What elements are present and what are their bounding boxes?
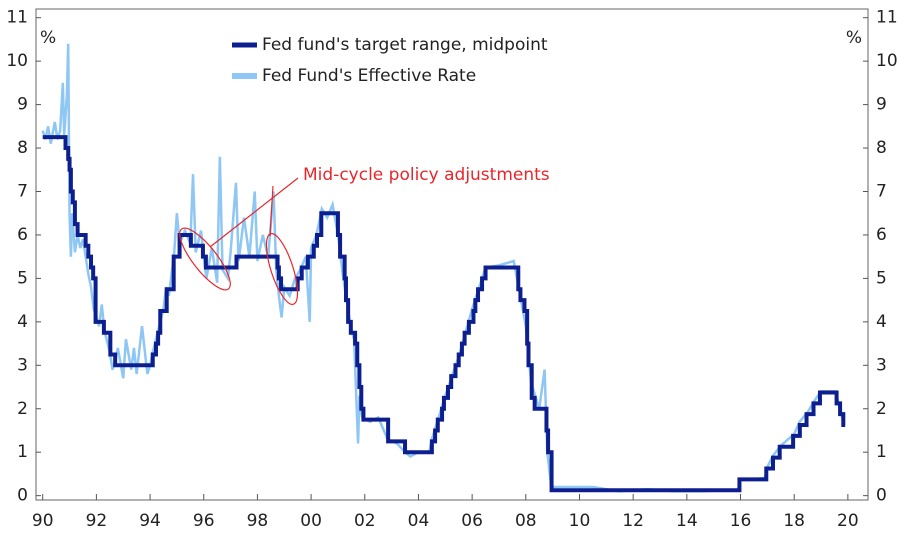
y-tick-label: 2 bbox=[17, 399, 28, 419]
x-tick-label: 96 bbox=[193, 511, 215, 531]
y-tick-label: 4 bbox=[17, 312, 28, 332]
y2-tick-label: 9 bbox=[876, 95, 887, 115]
x-tick-label: 18 bbox=[783, 511, 805, 531]
series-line bbox=[41, 43, 846, 493]
y2-tick-label: 5 bbox=[876, 268, 887, 288]
x-tick-label: 08 bbox=[515, 511, 537, 531]
legend-label: Fed Fund's Effective Rate bbox=[262, 66, 476, 86]
x-tick-label: 04 bbox=[408, 511, 430, 531]
x-tick-label: 20 bbox=[837, 511, 859, 531]
y2-tick-label: 1 bbox=[876, 442, 887, 462]
y2-tick-label: 10 bbox=[876, 51, 898, 71]
annotation: Mid-cycle policy adjustments bbox=[303, 165, 550, 185]
y2-tick-label: 8 bbox=[876, 138, 887, 158]
y-tick-label: 11 bbox=[6, 8, 28, 28]
legend-label: Fed fund's target range, midpoint bbox=[262, 35, 548, 55]
y-tick-label: 0 bbox=[17, 486, 28, 506]
x-tick-label: 00 bbox=[300, 511, 322, 531]
y2-axis-label: % bbox=[846, 28, 862, 48]
y-tick-label: 9 bbox=[17, 95, 28, 115]
y2-tick-label: 2 bbox=[876, 399, 887, 419]
annotation-leader bbox=[269, 185, 274, 237]
annotation-leader bbox=[209, 177, 299, 248]
x-tick-label: 14 bbox=[676, 511, 698, 531]
x-tick-label: 02 bbox=[354, 511, 376, 531]
y2-tick-label: 3 bbox=[876, 355, 887, 375]
x-tick-label: 92 bbox=[86, 511, 108, 531]
y-tick-label: 7 bbox=[17, 181, 28, 201]
x-tick-label: 98 bbox=[247, 511, 269, 531]
y2-tick-label: 7 bbox=[876, 181, 887, 201]
y2-tick-label: 4 bbox=[876, 312, 887, 332]
series-line bbox=[42, 135, 846, 493]
y2-tick-label: 6 bbox=[876, 225, 887, 245]
y-tick-label: 6 bbox=[17, 225, 28, 245]
x-tick-label: 94 bbox=[139, 511, 161, 531]
x-tick-label: 12 bbox=[622, 511, 644, 531]
y2-tick-label: 0 bbox=[876, 486, 887, 506]
y-tick-label: 8 bbox=[17, 138, 28, 158]
x-tick-label: 90 bbox=[32, 511, 54, 531]
annotation-ellipse bbox=[179, 227, 231, 291]
y-tick-label: 10 bbox=[6, 51, 28, 71]
y-tick-label: 5 bbox=[17, 268, 28, 288]
x-tick-label: 06 bbox=[461, 511, 483, 531]
annotation-ellipse bbox=[265, 233, 299, 305]
x-tick-label: 10 bbox=[569, 511, 591, 531]
y2-tick-label: 11 bbox=[876, 8, 898, 28]
y-tick-label: 1 bbox=[17, 442, 28, 462]
y-axis-label: % bbox=[40, 28, 56, 48]
y-tick-label: 3 bbox=[17, 355, 28, 375]
x-tick-label: 16 bbox=[730, 511, 752, 531]
plot-frame bbox=[35, 8, 869, 501]
annotation-group: Mid-cycle policy adjustments bbox=[179, 165, 550, 305]
